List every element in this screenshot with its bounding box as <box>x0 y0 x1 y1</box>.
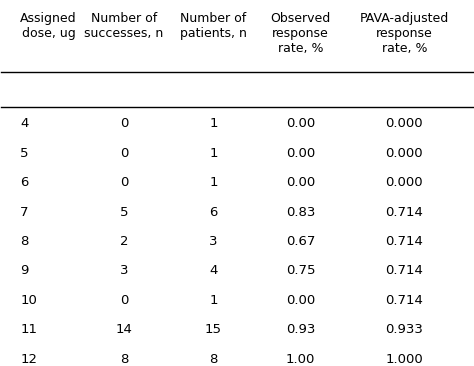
Text: 0.933: 0.933 <box>385 323 423 336</box>
Text: 0.000: 0.000 <box>385 147 423 160</box>
Text: 1.00: 1.00 <box>286 352 315 366</box>
Text: 0.93: 0.93 <box>286 323 315 336</box>
Text: 12: 12 <box>20 352 37 366</box>
Text: 0.714: 0.714 <box>385 294 423 307</box>
Text: 0.75: 0.75 <box>286 264 315 277</box>
Text: 6: 6 <box>20 176 28 189</box>
Text: 6: 6 <box>209 206 218 219</box>
Text: 3: 3 <box>209 235 218 248</box>
Text: 8: 8 <box>209 352 218 366</box>
Text: 0.714: 0.714 <box>385 206 423 219</box>
Text: 0.00: 0.00 <box>286 147 315 160</box>
Text: 15: 15 <box>205 323 222 336</box>
Text: 0.000: 0.000 <box>385 117 423 130</box>
Text: 0: 0 <box>120 147 128 160</box>
Text: 0.000: 0.000 <box>385 176 423 189</box>
Text: 3: 3 <box>119 264 128 277</box>
Text: 5: 5 <box>119 206 128 219</box>
Text: PAVA-adjusted
response
rate, %: PAVA-adjusted response rate, % <box>360 12 449 55</box>
Text: 2: 2 <box>119 235 128 248</box>
Text: 8: 8 <box>20 235 28 248</box>
Text: 11: 11 <box>20 323 37 336</box>
Text: 14: 14 <box>116 323 132 336</box>
Text: Observed
response
rate, %: Observed response rate, % <box>271 12 331 55</box>
Text: 0: 0 <box>120 176 128 189</box>
Text: 1: 1 <box>209 147 218 160</box>
Text: 0.67: 0.67 <box>286 235 315 248</box>
Text: Number of
successes, n: Number of successes, n <box>84 12 164 40</box>
Text: 0.00: 0.00 <box>286 294 315 307</box>
Text: 7: 7 <box>20 206 29 219</box>
Text: 4: 4 <box>209 264 218 277</box>
Text: Assigned
dose, ug: Assigned dose, ug <box>20 12 77 40</box>
Text: 0: 0 <box>120 294 128 307</box>
Text: 0.83: 0.83 <box>286 206 315 219</box>
Text: 0.714: 0.714 <box>385 264 423 277</box>
Text: 8: 8 <box>120 352 128 366</box>
Text: 10: 10 <box>20 294 37 307</box>
Text: 0: 0 <box>120 117 128 130</box>
Text: 1.000: 1.000 <box>385 352 423 366</box>
Text: 5: 5 <box>20 147 29 160</box>
Text: Number of
patients, n: Number of patients, n <box>180 12 247 40</box>
Text: 1: 1 <box>209 294 218 307</box>
Text: 0.00: 0.00 <box>286 117 315 130</box>
Text: 1: 1 <box>209 117 218 130</box>
Text: 1: 1 <box>209 176 218 189</box>
Text: 0.00: 0.00 <box>286 176 315 189</box>
Text: 0.714: 0.714 <box>385 235 423 248</box>
Text: 4: 4 <box>20 117 28 130</box>
Text: 9: 9 <box>20 264 28 277</box>
